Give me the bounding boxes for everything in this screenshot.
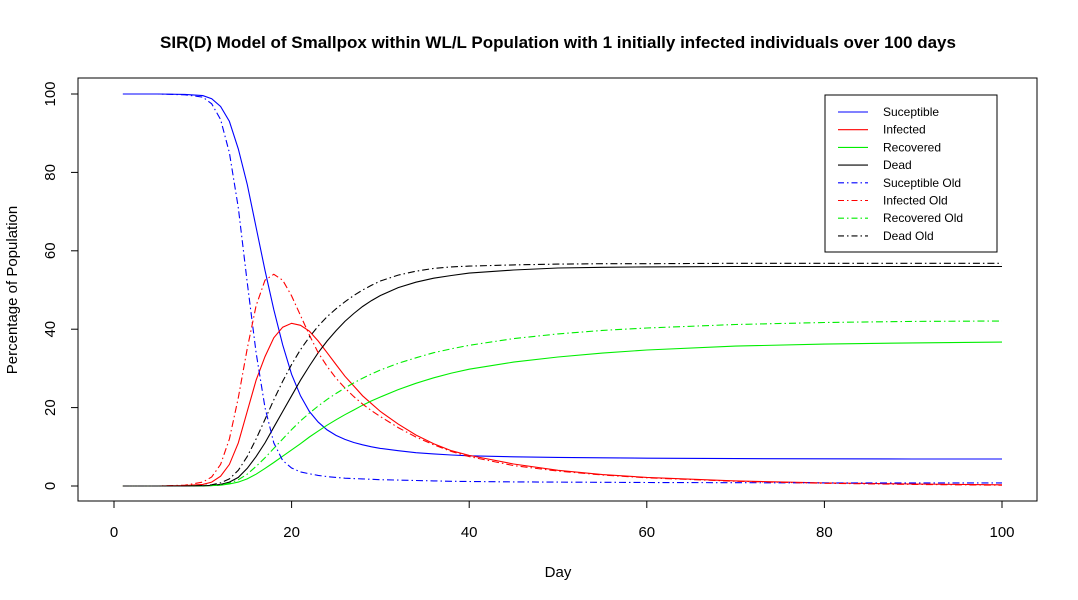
series-line-suceptible	[122, 93, 1002, 460]
x-tick-label: 40	[461, 524, 478, 541]
series-line-suceptible-old	[122, 93, 1002, 484]
legend-label-recovered-old: Recovered Old	[883, 211, 963, 225]
legend-label-recovered: Recovered	[883, 140, 941, 154]
y-tick-label: 100	[42, 81, 59, 106]
x-axis-label: Day	[545, 564, 572, 581]
y-tick-label: 0	[42, 482, 59, 490]
series-line-recovered	[122, 341, 1003, 487]
x-tick-label: 80	[816, 524, 833, 541]
legend-label-dead-old: Dead Old	[883, 229, 934, 243]
series-line-infected	[122, 322, 1003, 487]
x-tick-label: 0	[110, 524, 118, 541]
y-axis-label: Percentage of Population	[4, 206, 21, 374]
legend-box	[824, 94, 998, 253]
legend-label-suceptible-old: Suceptible Old	[883, 176, 961, 190]
x-tick-label: 20	[283, 524, 300, 541]
series-line-recovered-old	[122, 320, 1003, 487]
legend-label-suceptible: Suceptible	[883, 105, 939, 119]
series-line-infected-old	[122, 273, 1003, 487]
y-tick-label: 20	[42, 399, 59, 416]
y-tick-label: 60	[42, 242, 59, 259]
x-axis: 0 20 40 60 80 100	[110, 500, 1015, 541]
y-tick-label: 80	[42, 164, 59, 181]
series-line-dead-old	[122, 262, 1002, 487]
legend: Suceptible Infected Recovered Dead Suceptibl…	[824, 94, 998, 253]
x-tick-label: 60	[638, 524, 655, 541]
legend-label-dead: Dead	[883, 158, 912, 172]
legend-label-infected-old: Infected Old	[883, 194, 948, 208]
series-line-dead	[122, 265, 1002, 487]
y-tick-label: 40	[42, 321, 59, 338]
y-axis: 0 20 40 60 80 100	[42, 81, 79, 490]
chart-title: SIR(D) Model of Smallpox within WL/L Pop…	[160, 33, 956, 52]
x-tick-label: 100	[989, 524, 1014, 541]
legend-label-infected: Infected	[883, 123, 926, 137]
series-layer	[122, 93, 1003, 487]
